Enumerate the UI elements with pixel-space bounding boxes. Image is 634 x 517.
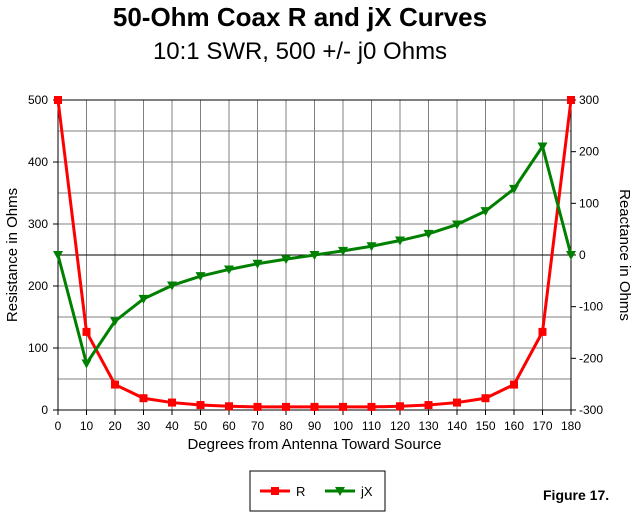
data-point-jX [366,242,377,252]
data-point-jX [537,142,548,152]
y2-axis-label: Reactance in Ohms [616,189,633,321]
data-point-R [339,402,347,411]
y2-tick-label: 0 [579,248,586,262]
data-point-jX [138,294,149,304]
data-point-R [253,402,262,411]
data-point-jX [509,184,519,194]
data-point-R [225,402,233,411]
data-point-R [168,398,176,407]
y2-tick-label: -200 [579,351,603,365]
data-point-jX [480,207,491,217]
data-point-jX [224,265,234,275]
data-point-R [481,394,490,403]
data-point-jX [252,259,263,269]
data-point-jX [309,251,320,260]
legend-marker-R [271,487,279,495]
legend-marker-jX [335,487,345,496]
x-tick-label: 80 [279,419,293,433]
data-point-R [367,402,376,411]
data-point-R [424,401,433,410]
data-point-R [82,327,91,336]
data-point-jX [395,236,405,246]
x-tick-label: 40 [165,419,179,433]
x-tick-label: 50 [194,419,208,433]
data-point-jX [338,246,348,256]
x-tick-label: 180 [561,419,581,433]
legend-label-jX: jX [360,484,373,499]
x-tick-label: 70 [251,419,265,433]
x-axis-label: Degrees from Antenna Toward Source [187,436,441,453]
y2-tick-label: 200 [579,145,599,159]
data-point-R [139,394,148,403]
x-tick-label: 140 [447,419,467,433]
data-point-jX [566,251,576,260]
y-tick-label: 300 [28,217,48,231]
data-point-R [453,398,461,407]
data-point-jX [452,220,462,230]
data-point-jX [110,317,120,327]
data-point-jX [53,251,63,260]
y2-tick-label: 300 [579,93,599,107]
x-tick-label: 130 [418,419,438,433]
y-tick-label: 100 [28,341,48,355]
figure-label: Figure 17. [543,487,610,503]
x-tick-label: 170 [532,419,552,433]
data-point-R [310,402,319,411]
data-point-R [510,380,518,389]
data-point-R [538,327,547,336]
data-point-jX [167,281,177,291]
x-tick-label: 100 [333,419,353,433]
y2-tick-label: -300 [579,403,603,417]
chart-title: 50-Ohm Coax R and jX Curves [112,2,488,32]
y2-tick-label: -100 [579,300,603,314]
y-tick-label: 200 [28,279,48,293]
x-tick-label: 150 [475,419,495,433]
data-point-R [196,401,205,410]
data-point-R [111,380,119,389]
x-tick-label: 110 [362,419,381,433]
x-tick-label: 160 [504,419,524,433]
data-point-R [567,96,575,104]
y2-tick-label: 100 [579,196,599,210]
data-point-R [282,402,290,411]
x-tick-label: 10 [80,419,94,433]
x-tick-label: 30 [137,419,151,433]
y-tick-label: 400 [28,155,48,169]
data-point-jX [195,272,206,282]
legend-label-R: R [296,484,305,499]
y-tick-label: 500 [28,93,48,107]
data-point-jX [281,255,291,265]
x-tick-label: 90 [308,419,322,433]
data-point-R [54,96,62,104]
data-point-jX [81,359,92,369]
data-point-R [396,402,404,411]
x-tick-label: 60 [222,419,236,433]
y-axis-label: Resistance in Ohms [4,188,21,322]
y-tick-label: 0 [41,403,48,417]
x-tick-label: 20 [108,419,122,433]
data-point-jX [423,229,434,239]
x-tick-label: 120 [390,419,410,433]
chart-subtitle: 10:1 SWR, 500 +/- j0 Ohms [152,38,448,65]
x-tick-label: 0 [55,419,62,433]
